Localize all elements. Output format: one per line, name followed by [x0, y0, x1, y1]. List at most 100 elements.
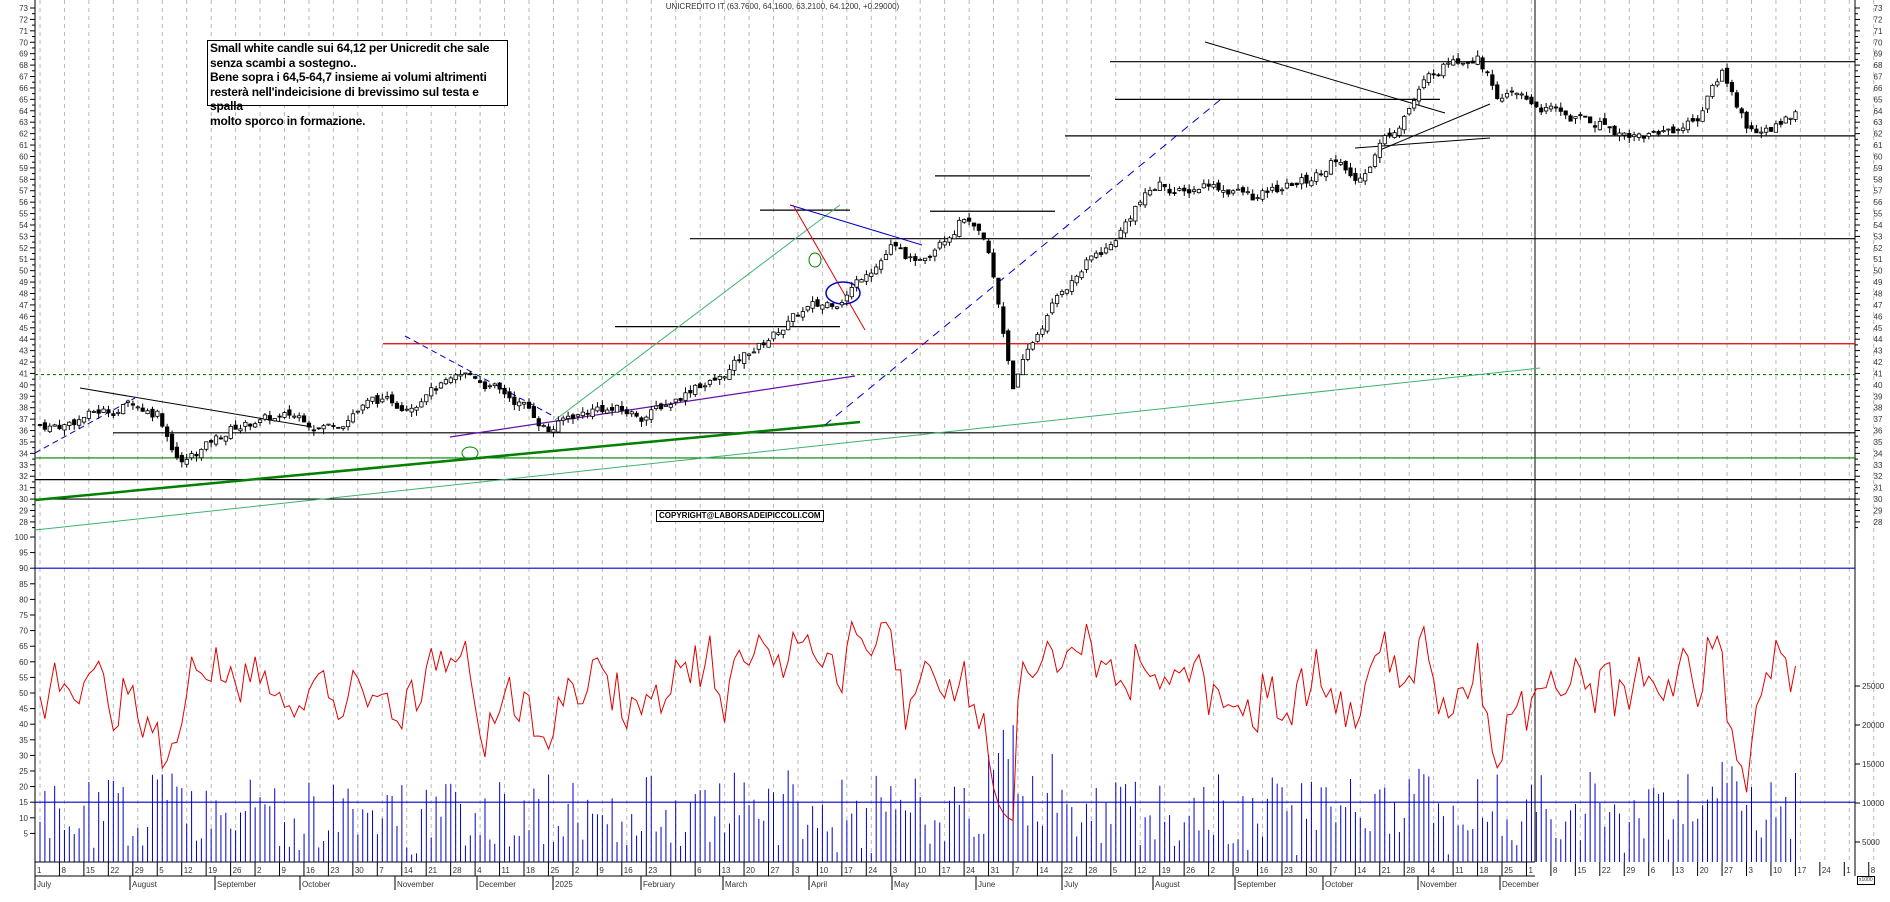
svg-text:58: 58: [19, 175, 28, 184]
svg-text:40: 40: [1874, 381, 1883, 390]
svg-text:20: 20: [746, 866, 755, 875]
svg-text:5000: 5000: [1862, 838, 1880, 847]
svg-text:25000: 25000: [1862, 682, 1885, 691]
svg-text:42: 42: [1874, 358, 1883, 367]
svg-text:28: 28: [1088, 866, 1097, 875]
svg-text:49: 49: [1874, 278, 1883, 287]
svg-text:43: 43: [1874, 347, 1883, 356]
svg-text:6: 6: [1651, 866, 1656, 875]
svg-text:56: 56: [19, 198, 28, 207]
svg-text:10000: 10000: [1862, 799, 1885, 808]
svg-text:15000: 15000: [1862, 760, 1885, 769]
svg-text:30: 30: [19, 751, 28, 760]
svg-text:September: September: [217, 880, 256, 889]
svg-text:23: 23: [1284, 866, 1293, 875]
svg-text:35: 35: [19, 736, 28, 745]
svg-text:36: 36: [1874, 427, 1883, 436]
svg-text:26: 26: [233, 866, 242, 875]
svg-text:21: 21: [1382, 866, 1391, 875]
svg-text:47: 47: [1874, 301, 1883, 310]
svg-text:33: 33: [19, 461, 28, 470]
svg-text:1: 1: [1846, 866, 1851, 875]
svg-text:24: 24: [966, 866, 975, 875]
svg-text:55: 55: [1874, 210, 1883, 219]
svg-text:22: 22: [1064, 866, 1073, 875]
svg-text:9: 9: [599, 866, 604, 875]
svg-text:52: 52: [1874, 244, 1883, 253]
svg-text:February: February: [643, 880, 675, 889]
svg-text:10: 10: [819, 866, 828, 875]
svg-text:28: 28: [19, 518, 28, 527]
svg-text:25: 25: [1504, 866, 1513, 875]
svg-text:November: November: [397, 880, 434, 889]
svg-text:3: 3: [795, 866, 800, 875]
svg-text:May: May: [894, 880, 909, 889]
svg-text:21: 21: [428, 866, 437, 875]
svg-text:48: 48: [1874, 290, 1883, 299]
svg-text:31: 31: [1874, 484, 1883, 493]
svg-text:3: 3: [1749, 866, 1754, 875]
svg-text:54: 54: [19, 221, 28, 230]
svg-text:52: 52: [19, 244, 28, 253]
svg-text:5: 5: [159, 866, 164, 875]
svg-text:46: 46: [1874, 312, 1883, 321]
svg-text:80: 80: [19, 595, 28, 604]
svg-text:44: 44: [1874, 335, 1883, 344]
svg-text:August: August: [1155, 880, 1181, 889]
svg-text:28: 28: [1874, 518, 1883, 527]
svg-text:12: 12: [1137, 866, 1146, 875]
svg-text:68: 68: [19, 61, 28, 70]
svg-text:June: June: [978, 880, 996, 889]
svg-text:November: November: [1420, 880, 1457, 889]
svg-text:38: 38: [1874, 404, 1883, 413]
svg-text:17: 17: [942, 866, 951, 875]
svg-text:45: 45: [19, 705, 28, 714]
svg-text:29: 29: [1874, 506, 1883, 515]
svg-text:October: October: [302, 880, 331, 889]
svg-text:5: 5: [1113, 866, 1118, 875]
svg-text:18: 18: [1480, 866, 1489, 875]
svg-text:73: 73: [19, 4, 28, 13]
svg-text:34: 34: [1874, 449, 1883, 458]
svg-text:12: 12: [184, 866, 193, 875]
svg-text:38: 38: [19, 404, 28, 413]
svg-text:July: July: [1064, 880, 1078, 889]
svg-text:37: 37: [19, 415, 28, 424]
svg-text:60: 60: [19, 658, 28, 667]
svg-text:6: 6: [697, 866, 702, 875]
svg-text:15: 15: [86, 866, 95, 875]
svg-text:45: 45: [19, 324, 28, 333]
svg-text:30: 30: [355, 866, 364, 875]
svg-text:51: 51: [19, 255, 28, 264]
svg-text:75: 75: [19, 611, 28, 620]
svg-text:9: 9: [1235, 866, 1240, 875]
svg-text:70: 70: [19, 38, 28, 47]
svg-text:2: 2: [1211, 866, 1216, 875]
svg-text:4: 4: [477, 866, 482, 875]
svg-text:42: 42: [19, 358, 28, 367]
svg-text:85: 85: [19, 580, 28, 589]
svg-text:25: 25: [550, 866, 559, 875]
svg-text:62: 62: [1874, 130, 1883, 139]
svg-text:35: 35: [1874, 438, 1883, 447]
svg-text:11: 11: [502, 866, 511, 875]
svg-text:59: 59: [1874, 164, 1883, 173]
svg-text:26: 26: [1186, 866, 1195, 875]
svg-text:73: 73: [1874, 4, 1883, 13]
svg-text:14: 14: [1039, 866, 1048, 875]
svg-text:December: December: [479, 880, 516, 889]
svg-text:March: March: [725, 880, 747, 889]
svg-text:31: 31: [19, 484, 28, 493]
svg-text:61: 61: [1874, 141, 1883, 150]
svg-text:71: 71: [1874, 27, 1883, 36]
svg-text:8: 8: [1871, 866, 1876, 875]
svg-text:36: 36: [19, 427, 28, 436]
svg-text:64: 64: [1874, 107, 1883, 116]
svg-text:63: 63: [19, 118, 28, 127]
svg-text:22: 22: [110, 866, 119, 875]
svg-text:22: 22: [1602, 866, 1611, 875]
svg-text:50: 50: [1874, 267, 1883, 276]
svg-text:9: 9: [282, 866, 287, 875]
svg-text:10: 10: [917, 866, 926, 875]
svg-text:7: 7: [1333, 866, 1338, 875]
